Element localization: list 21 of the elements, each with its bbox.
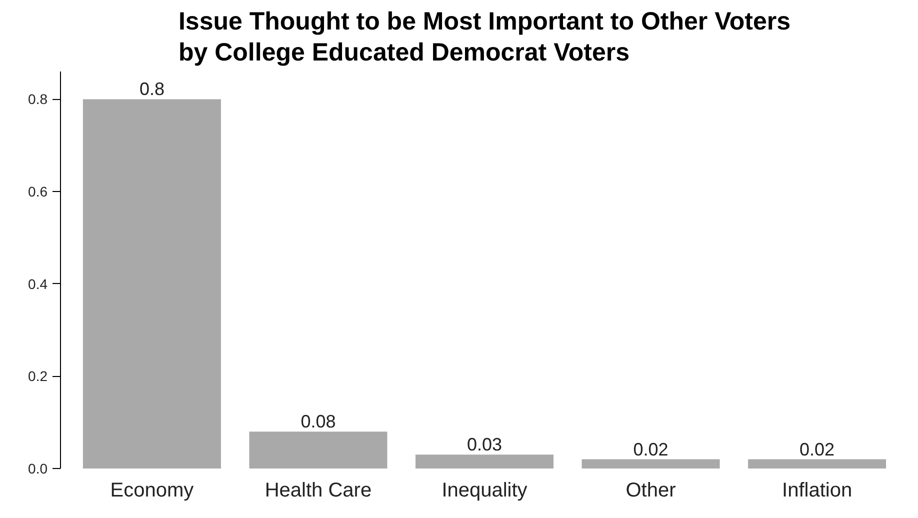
y-tick-label: 0.6 — [28, 184, 48, 200]
bar — [748, 459, 886, 468]
x-tick-label: Health Care — [264, 480, 372, 502]
data-label: 0.8 — [139, 79, 164, 100]
bar — [415, 454, 554, 468]
bar — [582, 459, 720, 468]
y-tick-label: 0.4 — [28, 276, 48, 292]
data-label: 0.03 — [466, 434, 502, 455]
bar — [249, 432, 388, 468]
x-tick-label: Other — [626, 480, 676, 502]
y-tick-label: 0.0 — [28, 460, 48, 476]
x-tick-label: Inflation — [782, 480, 852, 502]
bar — [82, 99, 221, 468]
x-tick-label: Inequality — [442, 480, 528, 502]
chart-title: Issue Thought to be Most Important to Other Voters by College Educated Democrat Voters — [178, 8, 791, 66]
x-tick-label: Economy — [110, 480, 194, 502]
y-tick-label: 0.2 — [28, 368, 48, 384]
data-label: 0.02 — [633, 439, 668, 460]
data-label: 0.08 — [300, 412, 336, 432]
y-tick-label: 0.8 — [28, 91, 48, 108]
data-label: 0.02 — [800, 439, 835, 460]
